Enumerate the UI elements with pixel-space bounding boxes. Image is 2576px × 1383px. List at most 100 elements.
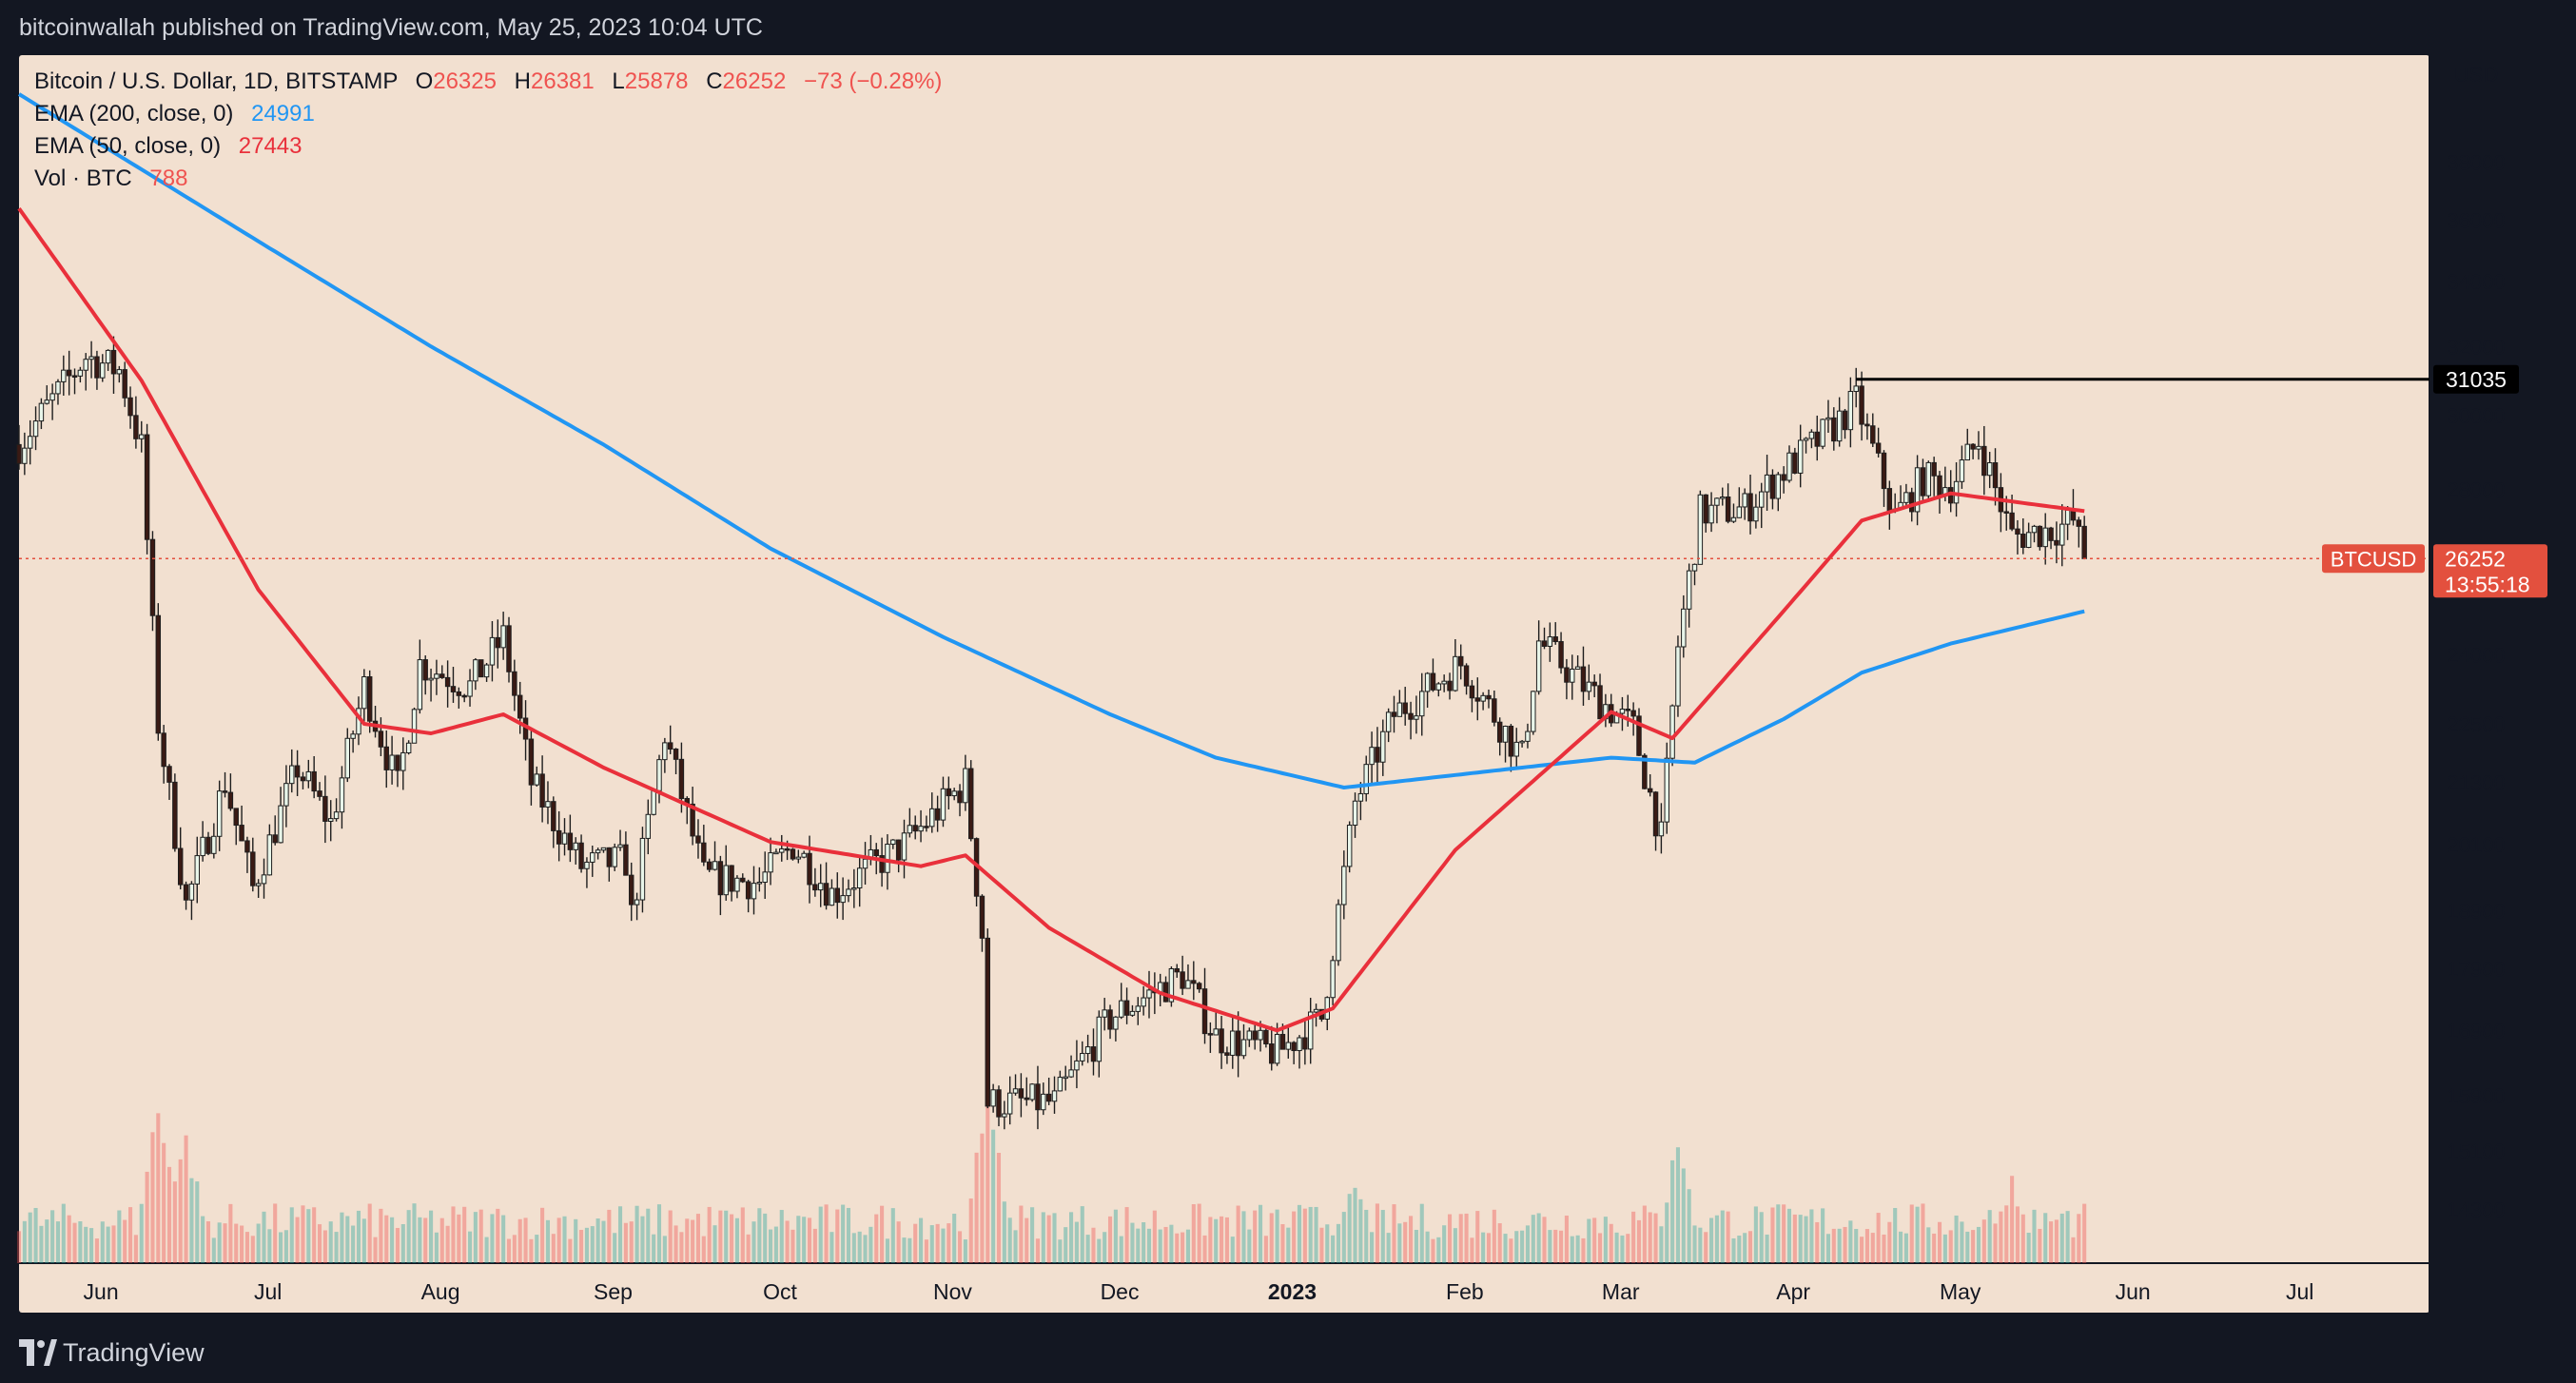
candle — [1552, 622, 1558, 645]
candle — [1068, 1055, 1074, 1079]
candle — [1235, 1011, 1241, 1078]
volume-bar — [1097, 1238, 1102, 1263]
candle — [1792, 447, 1798, 475]
price-axis[interactable]: USD 380003600034000320003000028000260002… — [2447, 63, 2505, 1221]
volume-bar — [579, 1229, 584, 1263]
volume-bar — [734, 1217, 739, 1263]
volume-bar — [117, 1210, 122, 1263]
volume-bar — [434, 1232, 439, 1263]
volume-bar — [1085, 1235, 1090, 1263]
candle — [1074, 1040, 1080, 1089]
candle — [283, 765, 289, 828]
candle — [734, 875, 740, 899]
candle — [756, 867, 763, 892]
candle — [1174, 964, 1180, 978]
volume-bar — [1792, 1214, 1797, 1263]
volume-bar — [1208, 1217, 1213, 1263]
volume-bar — [2010, 1176, 2015, 1263]
volume-bar — [412, 1203, 417, 1263]
volume-bar — [880, 1205, 885, 1263]
level-price-tag: 31035 — [2433, 364, 2519, 394]
volume-bar — [373, 1237, 378, 1263]
volume-bar — [751, 1221, 756, 1263]
candle — [172, 773, 178, 852]
volume-bar — [390, 1217, 395, 1263]
volume-bar — [1185, 1229, 1191, 1263]
candle — [907, 808, 913, 838]
legend-ema50-value: 27443 — [239, 133, 302, 159]
volume-bar — [306, 1209, 311, 1263]
volume-bar — [240, 1225, 244, 1263]
candle — [38, 398, 45, 430]
candle — [1146, 970, 1152, 1019]
time-axis[interactable]: Jun Jul Aug Sep Oct Nov Dec 2023 Feb Mar Apr May Jun… — [84, 1279, 2314, 1304]
candle — [1447, 672, 1453, 700]
candle — [584, 857, 590, 888]
time-tick-label: Jun — [84, 1279, 119, 1304]
candle — [1352, 792, 1358, 838]
volume-bar — [150, 1132, 155, 1263]
candle — [1185, 964, 1191, 989]
volume-bar — [1909, 1204, 1914, 1263]
volume-bar — [1425, 1231, 1430, 1263]
price-tick-label: 14300 — [2447, 1198, 2505, 1221]
volume-bar — [863, 1235, 868, 1263]
volume-bar — [1809, 1209, 1814, 1263]
candle — [1263, 1028, 1269, 1048]
candle — [862, 842, 868, 886]
time-tick-label: Jun — [2116, 1279, 2151, 1304]
volume-bar — [1882, 1234, 1886, 1263]
volume-bar — [1347, 1194, 1352, 1263]
candle — [1669, 704, 1675, 767]
candle — [227, 773, 234, 811]
candle — [1224, 1046, 1230, 1064]
volume-bar — [89, 1228, 94, 1263]
candle — [1714, 497, 1720, 524]
volume-bar — [919, 1217, 924, 1263]
plot-background[interactable] — [19, 55, 2430, 1313]
volume-bar — [1458, 1214, 1463, 1263]
candle — [795, 849, 802, 864]
candle — [378, 717, 384, 756]
price-tick-label: 36000 — [2447, 209, 2505, 233]
price-tick-label: 15100 — [2447, 1140, 2505, 1163]
volume-bar — [673, 1225, 678, 1263]
volume-bar — [1597, 1233, 1603, 1263]
volume-bar — [857, 1231, 862, 1263]
volume-bar — [846, 1207, 851, 1263]
candle — [1647, 774, 1653, 797]
volume-bar — [78, 1221, 83, 1263]
candle — [244, 836, 250, 873]
candle — [2020, 517, 2026, 555]
volume-bar — [478, 1209, 483, 1263]
candle — [166, 764, 172, 800]
candle — [556, 810, 562, 862]
volume-bar — [1642, 1205, 1647, 1263]
publish-header: bitcoinwallah published on TradingView.c… — [0, 0, 2576, 55]
candle — [405, 740, 412, 755]
price-chart[interactable]: USD 380003600034000320003000028000260002… — [0, 55, 2576, 1322]
candle — [1213, 1012, 1219, 1036]
candle — [32, 406, 39, 451]
volume-bar — [1648, 1212, 1652, 1263]
candle — [1769, 469, 1776, 510]
volume-bar — [1981, 1219, 1986, 1263]
volume-bar — [1548, 1230, 1552, 1263]
candle — [695, 819, 701, 859]
volume-bar — [1731, 1237, 1736, 1263]
volume-bar — [55, 1221, 61, 1263]
volume-bar — [334, 1232, 339, 1263]
legend-ema200-value: 24991 — [251, 101, 315, 127]
volume-bar — [1798, 1215, 1803, 1263]
price-tick-label: 30000 — [2447, 404, 2505, 428]
volume-bar — [980, 1133, 985, 1263]
candle — [578, 834, 584, 873]
candle — [996, 1085, 1002, 1127]
candle — [133, 396, 139, 449]
volume-bar — [2059, 1213, 2064, 1263]
legend-ema200-row: EMA (200, close, 0) 24991 — [34, 101, 315, 127]
volume-bar — [1747, 1231, 1753, 1263]
volume-bar — [1046, 1215, 1051, 1263]
candle — [1102, 998, 1107, 1031]
volume-bar — [1921, 1203, 1925, 1263]
